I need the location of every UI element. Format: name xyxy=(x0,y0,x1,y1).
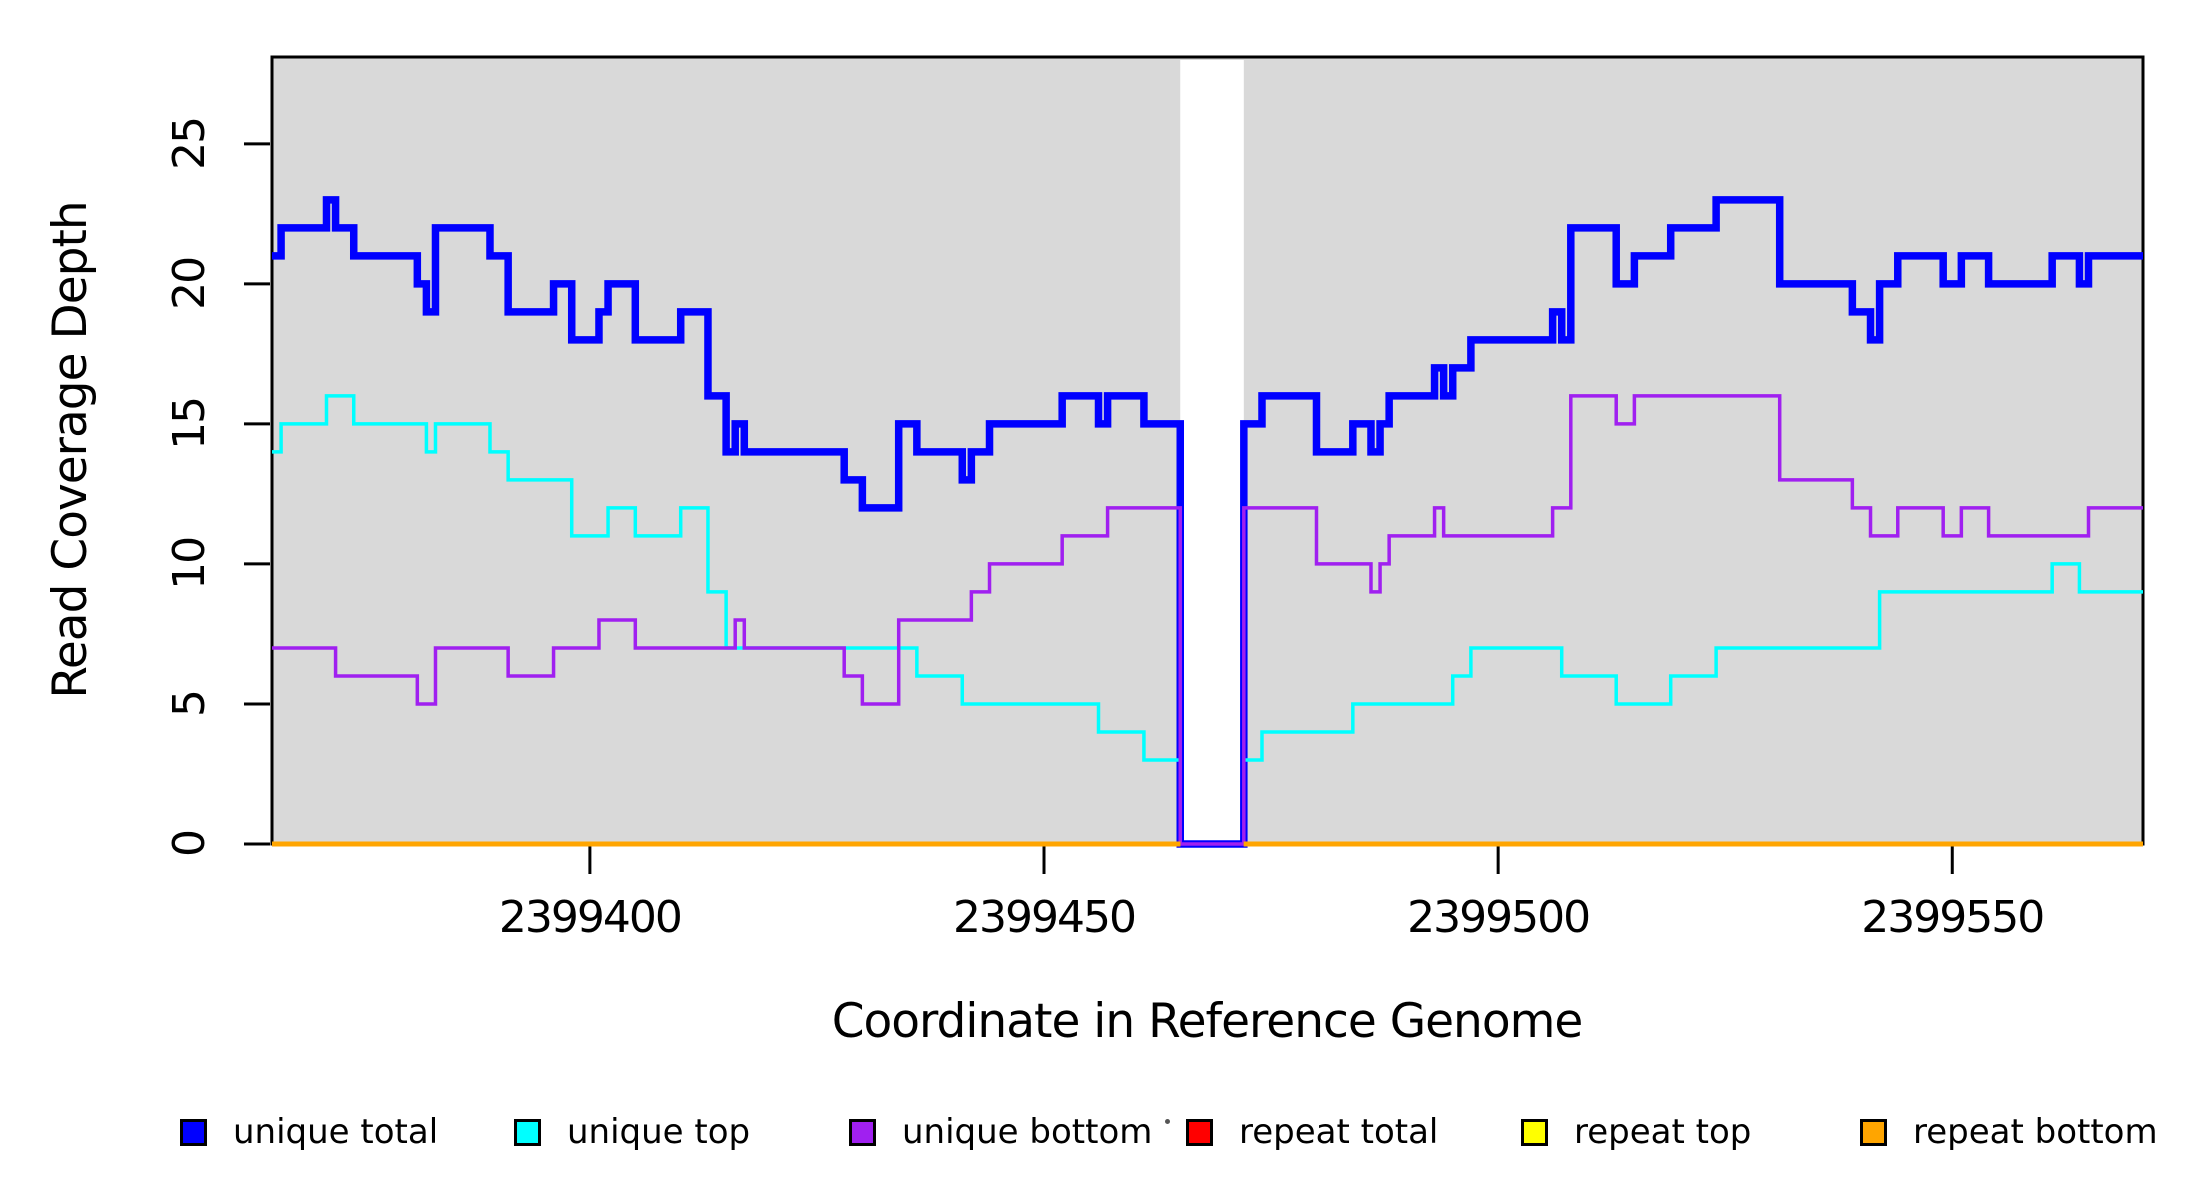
y-axis-title: Read Coverage Depth xyxy=(43,201,98,698)
y-tick-label: 10 xyxy=(164,538,215,590)
x-tick-label: 2399450 xyxy=(953,892,1135,943)
chart-legend: unique total unique top unique bottom re… xyxy=(0,0,2200,1152)
unique-bottom-swatch-icon xyxy=(849,1118,876,1146)
repeat-total-swatch-icon xyxy=(1186,1118,1213,1146)
series-line-unique-top xyxy=(1243,562,2143,762)
legend-label: unique total xyxy=(233,1112,439,1152)
series-line-unique-bottom xyxy=(272,394,2143,846)
series-lines-layer xyxy=(272,196,2143,848)
y-tick-label: 0 xyxy=(164,831,215,857)
series-line-unique-top xyxy=(272,394,1181,762)
y-tick-label: 5 xyxy=(164,691,215,717)
gap-band xyxy=(1180,60,1244,855)
x-tick-label: 2399550 xyxy=(1861,892,2043,943)
legend-item-repeat-bottom: repeat bottom xyxy=(1860,1112,2158,1152)
x-tick-label: 2399400 xyxy=(499,892,681,943)
legend-item-repeat-top: repeat top xyxy=(1521,1112,1751,1152)
legend-label: repeat top xyxy=(1574,1112,1752,1152)
legend-label: unique top xyxy=(567,1112,751,1152)
repeat-bottom-swatch-icon xyxy=(1860,1118,1887,1146)
legend-item-unique-total: unique total xyxy=(180,1112,438,1152)
legend-label: repeat total xyxy=(1239,1112,1439,1152)
repeat-top-swatch-icon xyxy=(1521,1118,1548,1146)
unique-top-swatch-icon xyxy=(514,1118,541,1146)
x-axis-title: Coordinate in Reference Genome xyxy=(832,994,1583,1049)
stray-dot-artifact xyxy=(1165,1119,1170,1124)
legend-label: unique bottom xyxy=(902,1112,1153,1152)
y-tick-label: 15 xyxy=(164,398,215,450)
legend-label: repeat bottom xyxy=(1913,1112,2158,1152)
legend-item-unique-bottom: unique bottom xyxy=(849,1112,1152,1152)
unique-total-swatch-icon xyxy=(180,1118,207,1146)
axis-layer: 2399400 2399450 2399500 2399550 0 5 10 15 20 25 xyxy=(164,55,2145,943)
y-tick-label: 20 xyxy=(164,258,215,310)
legend-item-repeat-total: repeat total xyxy=(1186,1112,1438,1152)
legend-item-unique-top: unique top xyxy=(514,1112,750,1152)
series-line-unique-total xyxy=(272,196,2143,848)
x-tick-label: 2399500 xyxy=(1407,892,1589,943)
y-tick-label: 25 xyxy=(164,118,215,170)
